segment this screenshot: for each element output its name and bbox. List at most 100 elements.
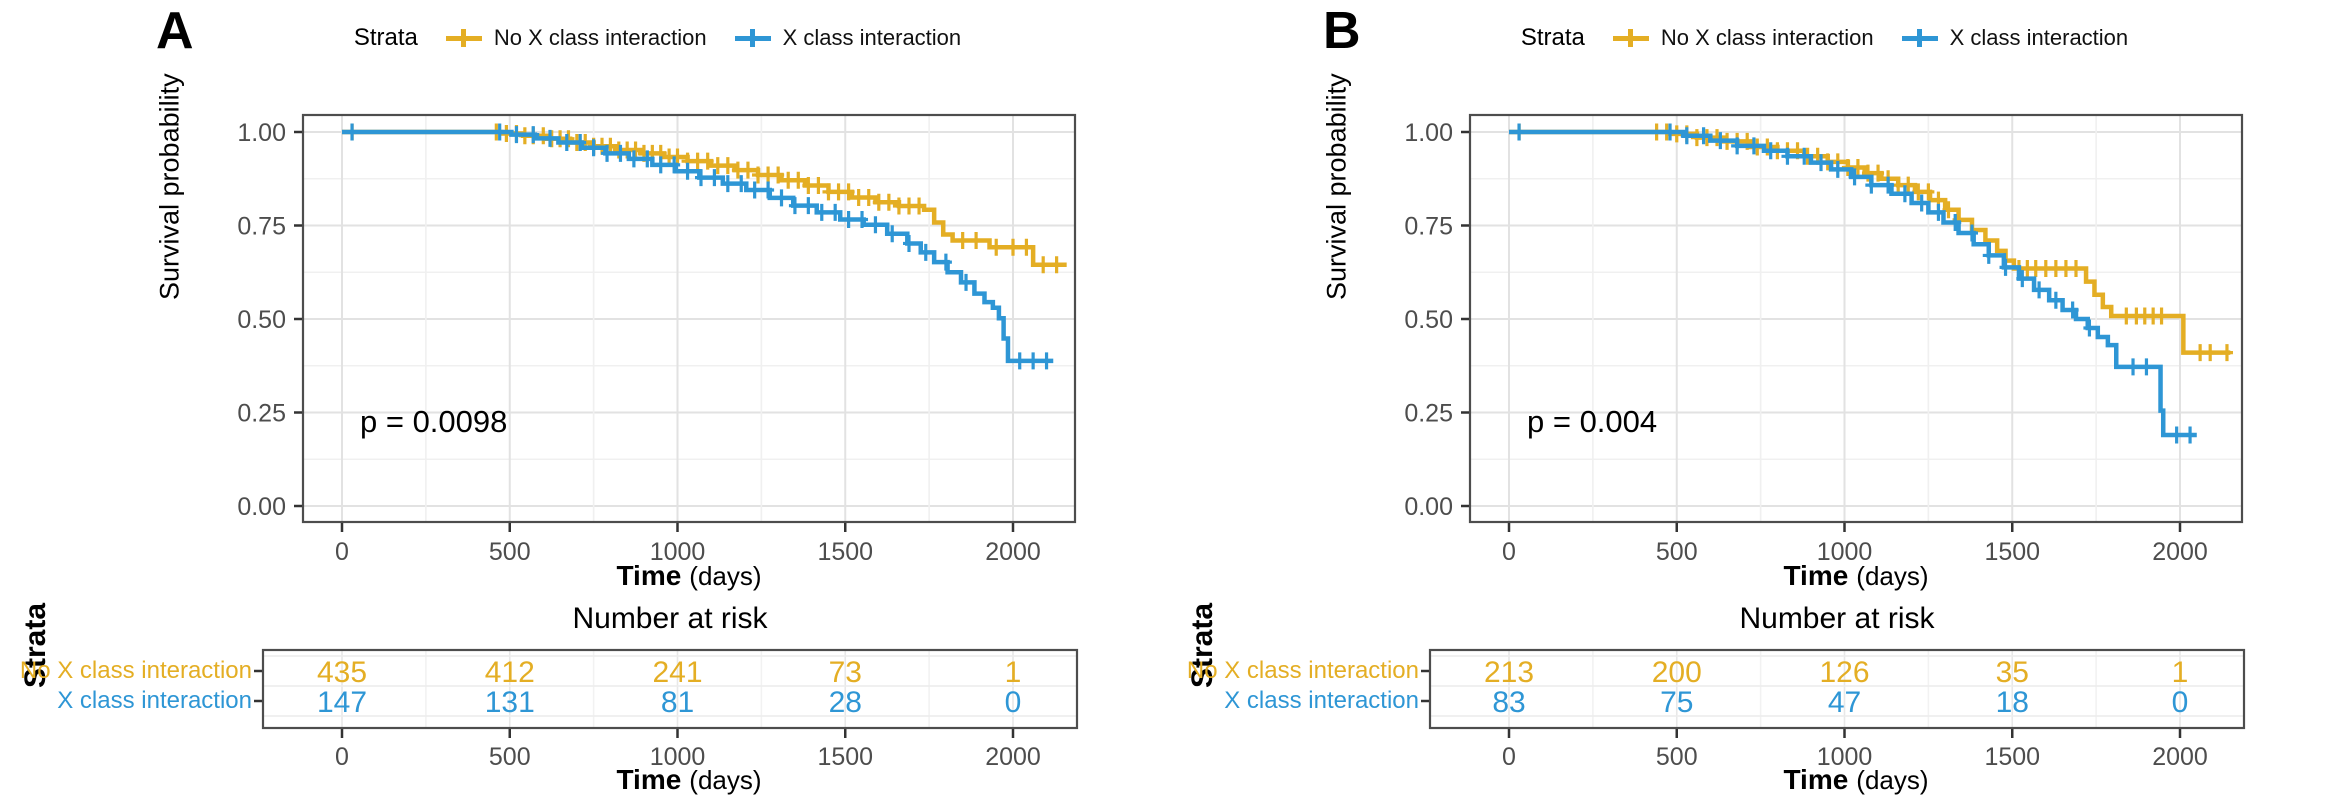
legend-item-no-interaction: No X class interaction [445, 25, 707, 51]
risk-count: 35 [1996, 656, 2029, 689]
risk-row-label: X class interaction [1224, 687, 1419, 714]
y-tick-label: 0.25 [237, 400, 286, 428]
censor-marks [346, 123, 1053, 370]
legend-item-label: No X class interaction [493, 25, 707, 50]
risk-count: 81 [661, 686, 694, 719]
x-tick-label: 500 [1656, 538, 1698, 565]
risk-count: 73 [829, 656, 862, 689]
x-axis-title-main: Time [616, 764, 682, 795]
risk-x-tick-label: 2000 [985, 743, 1041, 770]
km-plot: 0.00 0.25 0.50 0.75 1.00 0 500 1000 1500 2000 [1404, 113, 2244, 565]
risk-count: 126 [1819, 656, 1869, 689]
legend-item-label: X class interaction [1949, 25, 2129, 50]
legend-item-interaction: X class interaction [1901, 25, 2129, 51]
risk-x-tick-label: 1500 [1984, 743, 2040, 770]
plus-marker-icon [734, 28, 771, 48]
risk-count: 147 [317, 686, 367, 719]
risk-table-title: Number at risk [572, 602, 768, 635]
risk-table-border [1428, 648, 2246, 730]
risk-count: 435 [317, 656, 367, 689]
y-tick-label: 0.50 [1404, 306, 1453, 334]
risk-x-tick-label: 0 [1502, 743, 1516, 770]
x-tick-label: 2000 [2152, 538, 2208, 565]
x-tick-label: 1500 [1984, 538, 2040, 565]
risk-count: 241 [652, 656, 702, 689]
y-tick-label: 1.00 [237, 119, 286, 147]
x-tick-label: 0 [1502, 538, 1516, 565]
legend-title: Strata [1520, 24, 1585, 51]
risk-count: 412 [485, 656, 535, 689]
panel-a: A Strata No X class interaction X class … [0, 0, 1166, 804]
y-tick-label: 0.25 [1404, 400, 1453, 428]
x-tick-label: 2000 [985, 538, 1041, 565]
risk-x-tick-label: 500 [1656, 743, 1698, 770]
risk-x-tick-label: 1500 [817, 743, 873, 770]
panel-b: B Strata No X class interaction X class … [1167, 0, 2333, 804]
risk-table: 213 200 126 35 1 83 75 47 18 0 0 500 1000 1500 2000 [1421, 648, 2246, 770]
x-tick-label: 1000 [1817, 538, 1873, 565]
x-axis-title-main: Time [616, 560, 682, 591]
panel-label: B [1323, 2, 1361, 60]
x-axis-title: Time (days) [303, 560, 1075, 592]
risk-x-tick-label: 0 [335, 743, 349, 770]
risk-row-label: No X class interaction [19, 657, 252, 684]
risk-count: 1 [1005, 656, 1022, 689]
panel-label: A [156, 2, 194, 60]
censor-marks [346, 123, 1063, 274]
y-tick-label: 0.50 [237, 306, 286, 334]
risk-x-tick-label: 1000 [650, 743, 706, 770]
y-tick-label: 1.00 [1404, 119, 1453, 147]
x-tick-label: 500 [489, 538, 531, 565]
plot-border [1468, 113, 2244, 524]
risk-count: 75 [1660, 686, 1693, 719]
x-axis-title: Time (days) [303, 764, 1075, 796]
x-axis-title-main: Time [1783, 764, 1849, 795]
risk-x-tick-label: 500 [489, 743, 531, 770]
plus-marker-icon [1612, 28, 1649, 48]
risk-table-border [261, 648, 1079, 730]
censor-marks [1513, 123, 2233, 362]
risk-table-title: Number at risk [1739, 602, 1935, 635]
x-axis-title-unit: (days) [689, 561, 762, 591]
risk-x-tick-label: 1000 [1817, 743, 1873, 770]
legend: Strata No X class interaction X class in… [240, 24, 1075, 52]
x-axis-title: Time (days) [1470, 764, 2242, 796]
risk-count: 1 [2172, 656, 2189, 689]
y-tick-label: 0.75 [237, 213, 286, 241]
risk-count: 83 [1492, 686, 1525, 719]
y-tick-label: 0.00 [237, 493, 286, 521]
risk-table: 435 412 241 73 1 147 131 81 28 0 0 500 1000 1500 2000 [254, 648, 1079, 770]
y-tick-label: 0.75 [1404, 213, 1453, 241]
risk-row-label: X class interaction [57, 687, 252, 714]
x-tick-label: 1500 [817, 538, 873, 565]
risk-count: 0 [2172, 686, 2189, 719]
legend-item-interaction: X class interaction [734, 25, 962, 51]
p-value: p = 0.004 [1527, 404, 1658, 439]
legend: Strata No X class interaction X class in… [1407, 24, 2242, 52]
x-tick-label: 1000 [650, 538, 706, 565]
risk-count: 47 [1828, 686, 1861, 719]
x-axis-title: Time (days) [1470, 560, 2242, 592]
censor-marks [1513, 123, 2197, 444]
plus-marker-icon [445, 28, 482, 48]
legend-item-no-interaction: No X class interaction [1612, 25, 1874, 51]
x-axis-title-unit: (days) [1856, 765, 1929, 795]
p-value: p = 0.0098 [360, 404, 508, 439]
survival-curve [342, 129, 1067, 268]
legend-title: Strata [353, 24, 418, 51]
x-axis-title-main: Time [1783, 560, 1849, 591]
risk-row-label: No X class interaction [1186, 657, 1419, 684]
x-axis-title-unit: (days) [1856, 561, 1929, 591]
risk-count: 0 [1005, 686, 1022, 719]
y-tick-label: 0.00 [1404, 493, 1453, 521]
x-tick-label: 0 [335, 538, 349, 565]
legend-item-label: No X class interaction [1660, 25, 1874, 50]
risk-x-tick-label: 2000 [2152, 743, 2208, 770]
risk-count: 200 [1652, 656, 1702, 689]
legend-item-label: X class interaction [782, 25, 962, 50]
plot-border [301, 113, 1077, 524]
plus-marker-icon [1901, 28, 1938, 48]
risk-count: 28 [829, 686, 862, 719]
risk-count: 18 [1996, 686, 2029, 719]
